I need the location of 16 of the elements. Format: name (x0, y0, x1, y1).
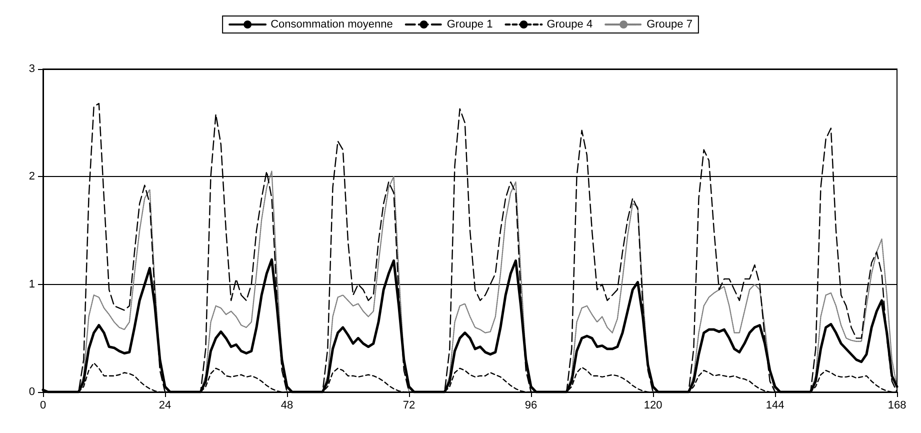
y-tick-label: 3 (28, 63, 35, 75)
x-tick-label: 48 (280, 400, 294, 412)
x-tick-label: 72 (402, 400, 416, 412)
x-tick-label: 144 (766, 400, 784, 412)
x-tick-label: 24 (158, 400, 172, 412)
x-tick-label: 168 (888, 400, 906, 412)
legend-label: Groupe 7 (646, 18, 692, 30)
x-tick-label: 96 (524, 400, 538, 412)
legend-label: Groupe 1 (446, 18, 493, 30)
y-tick-label: 1 (28, 278, 35, 290)
legend-label: Consommation moyenne (270, 18, 393, 30)
y-tick-label: 2 (28, 170, 35, 183)
x-tick-label: 0 (40, 400, 46, 412)
x-tick-label: 120 (644, 400, 662, 412)
legend-label: Groupe 4 (546, 18, 593, 30)
y-tick-label: 0 (28, 386, 35, 398)
